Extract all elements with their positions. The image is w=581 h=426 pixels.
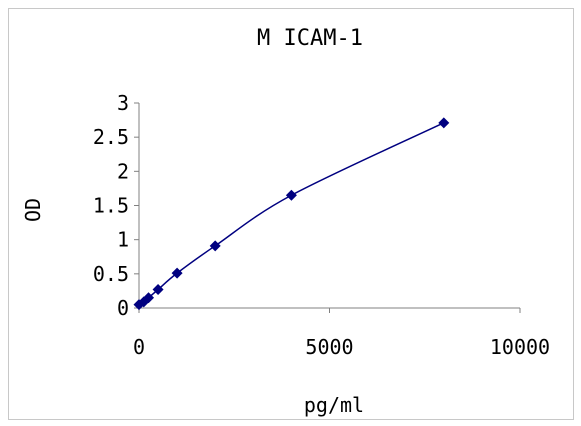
data-point bbox=[438, 117, 450, 129]
y-tick-label: 2 bbox=[117, 159, 129, 183]
y-tick-label: 0 bbox=[117, 296, 129, 320]
y-tick-label: 3 bbox=[117, 91, 129, 115]
y-axis-label: OD bbox=[21, 198, 45, 222]
series-group bbox=[133, 117, 450, 311]
axes bbox=[134, 102, 521, 313]
data-point bbox=[209, 240, 221, 252]
data-point bbox=[171, 267, 183, 279]
x-tick-label: 5000 bbox=[305, 335, 353, 359]
tick-labels: 0 0.5 1 1.5 2 2.5 3 0 5000 10000 bbox=[93, 91, 550, 359]
y-tick-label: 2.5 bbox=[93, 125, 129, 149]
y-tick-label: 0.5 bbox=[93, 262, 129, 286]
y-tick-label: 1.5 bbox=[93, 194, 129, 218]
data-point bbox=[285, 189, 297, 201]
chart-title: M ICAM-1 bbox=[257, 26, 363, 51]
y-tick-label: 1 bbox=[117, 228, 129, 252]
data-point bbox=[143, 292, 155, 304]
x-tick-label: 0 bbox=[133, 335, 145, 359]
series-line bbox=[138, 122, 445, 306]
x-axis-label: pg/ml bbox=[304, 393, 364, 417]
x-tick-label: 10000 bbox=[490, 335, 550, 359]
chart-frame bbox=[8, 8, 574, 420]
data-point bbox=[152, 284, 164, 296]
